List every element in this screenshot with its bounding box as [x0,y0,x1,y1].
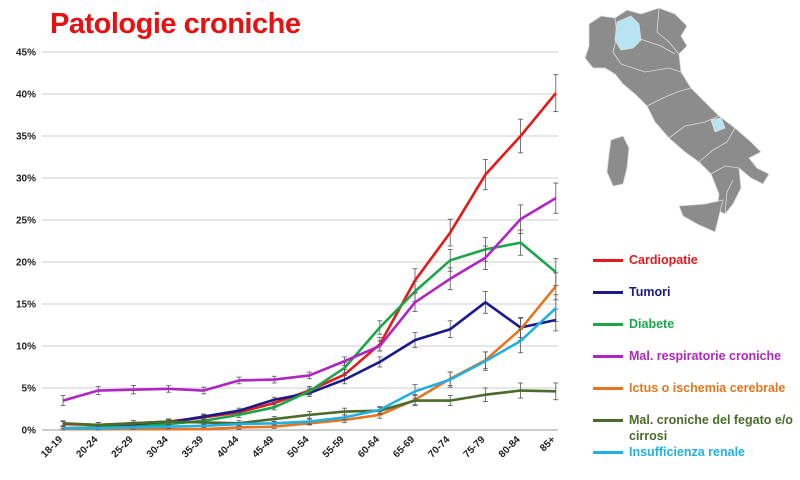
x-tick-label: 65-69 [391,434,417,460]
legend-item: Diabete [593,316,800,332]
legend-label: Mal. croniche del fegato e/o cirrosi [629,413,793,443]
x-tick-label: 60-64 [356,434,382,460]
series-4 [60,272,559,431]
x-tick-label: 40-44 [215,434,241,460]
y-tick-label: 45% [16,48,36,59]
line-chart: 0% 5% 10% 15% 20% 25% 30% 35% 40% 45% 18-19 20-24 2… [16,48,559,460]
italy-mainland [584,7,770,215]
y-tick-label: 40% [16,90,36,101]
series-3 [60,182,559,407]
legend-label: Tumori [629,285,671,299]
legend-label: Cardiopatie [629,253,698,267]
series-group [60,74,559,431]
series-line [62,301,557,430]
legend-swatch [593,419,623,422]
legend-swatch [593,291,623,294]
y-tick-label: 25% [16,216,36,227]
y-tick-label: 20% [16,258,36,269]
y-tick-label: 30% [16,174,36,185]
x-tick-label: 45-49 [250,434,276,460]
x-axis-ticks: 18-19 20-24 25-29 30-34 35-39 40-44 45-49 50-54… [39,434,558,460]
region-borders [612,7,740,215]
legend-swatch [593,355,623,358]
y-axis-ticks: 0% 5% 10% 15% 20% 25% 30% 35% 40% 45% [16,48,36,437]
y-tick-label: 15% [16,300,36,311]
legend-label: Insufficienza renale [629,445,746,459]
gridlines [42,51,558,431]
sicily-island [678,199,724,233]
x-tick-label: 20-24 [74,434,100,460]
x-tick-label: 55-59 [321,434,347,460]
y-tick-label: 10% [16,342,36,353]
series-line [62,389,556,427]
x-tick-label: 35-39 [180,434,206,460]
legend-item: Cardiopatie [593,252,800,268]
legend-label: Ictus o ischemia cerebrale [629,381,786,395]
x-tick-label: 25-29 [110,434,136,460]
legend-swatch [593,259,623,262]
x-tick-label: 18-19 [39,434,65,460]
series-line [62,197,557,402]
x-tick-label: 85+ [538,434,558,454]
x-tick-label: 50-54 [286,434,312,460]
legend-item: Ictus o ischemia cerebrale [593,380,800,396]
x-tick-label: 70-74 [426,434,452,460]
series-line [63,285,557,431]
legend-swatch [593,323,623,326]
legend-label: Mal. respiratorie croniche [629,349,782,363]
series-line [62,241,557,430]
legend-item: Insufficienza renale [593,444,800,460]
legend-swatch [593,451,623,454]
region-lombardia-highlight [614,15,642,51]
x-tick-label: 80-84 [497,434,523,460]
italy-map-icon [584,7,770,233]
y-tick-label: 35% [16,132,36,143]
legend-item: Mal. respiratorie croniche [593,348,800,364]
series-5 [60,382,559,428]
legend-item: Mal. croniche del fegato e/o cirrosi [593,412,800,444]
x-tick-label: 30-34 [145,434,171,460]
chart-title: Patologie croniche [50,8,301,40]
region-molise-highlight [710,117,726,133]
y-tick-label: 5% [22,384,37,395]
series-6 [60,294,559,431]
legend-label: Diabete [629,317,675,331]
legend-item: Tumori [593,284,800,300]
y-tick-label: 0% [22,426,37,437]
legend-swatch [593,387,623,390]
sardinia-island [606,135,630,187]
series-line [63,307,557,430]
x-tick-label: 75-79 [462,434,488,460]
